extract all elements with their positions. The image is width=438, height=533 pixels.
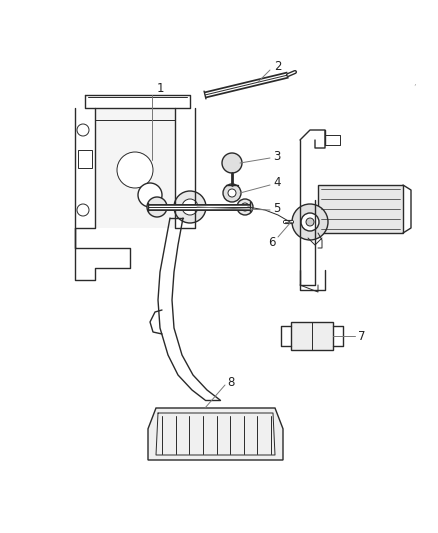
Bar [318, 185, 403, 233]
Circle shape [241, 203, 249, 211]
Circle shape [222, 153, 242, 173]
Circle shape [138, 183, 162, 207]
Text: 1: 1 [157, 82, 165, 94]
Bar [291, 322, 333, 350]
Circle shape [223, 184, 241, 202]
Polygon shape [148, 408, 283, 460]
Polygon shape [95, 108, 175, 228]
Text: 5: 5 [273, 203, 280, 215]
Circle shape [147, 197, 167, 217]
Circle shape [301, 213, 319, 231]
Circle shape [228, 189, 236, 197]
Circle shape [237, 199, 253, 215]
Text: 7: 7 [358, 329, 365, 343]
Circle shape [292, 204, 328, 240]
Circle shape [77, 204, 89, 216]
Text: 3: 3 [273, 150, 280, 164]
Circle shape [182, 199, 198, 215]
Circle shape [306, 218, 314, 226]
Text: 6: 6 [268, 237, 276, 249]
Text: 4: 4 [273, 176, 280, 190]
Circle shape [117, 152, 153, 188]
Circle shape [174, 191, 206, 223]
Text: 2: 2 [274, 61, 282, 74]
Circle shape [77, 124, 89, 136]
Bar [78, 150, 92, 168]
Text: ’: ’ [414, 84, 416, 93]
Text: 8: 8 [227, 376, 234, 389]
